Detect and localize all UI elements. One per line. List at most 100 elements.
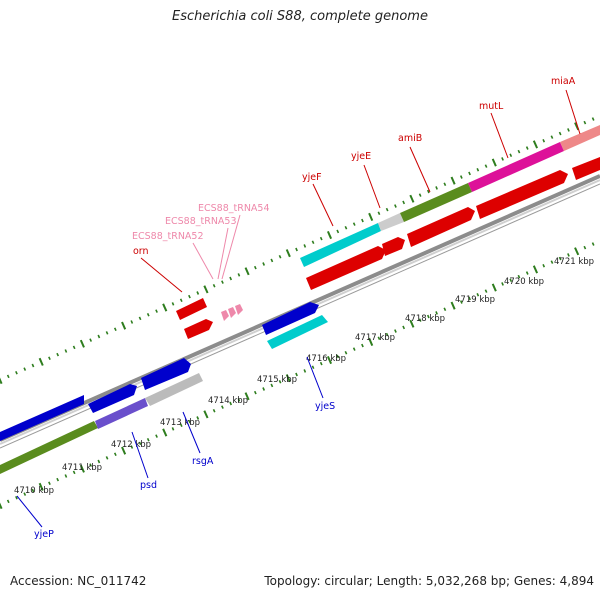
- gene-grey[interactable]: [145, 373, 203, 406]
- gene-red-small[interactable]: [184, 319, 213, 339]
- top-rail-tick: [138, 316, 142, 321]
- gene-red-mutL[interactable]: [476, 170, 568, 219]
- gene-yjeP-forward[interactable]: [0, 395, 84, 441]
- top-rail-tick: [476, 167, 480, 172]
- accession-text: Accession: NC_011742: [10, 574, 147, 588]
- scale-label: 4718 kbp: [405, 314, 445, 324]
- gene-miaA-pink[interactable]: [560, 125, 600, 151]
- top-rail-tick: [212, 283, 216, 288]
- gene-yjeS-blue[interactable]: [262, 302, 319, 335]
- gene-amiB-green[interactable]: [400, 183, 472, 222]
- bottom-rail-tick: [319, 361, 323, 366]
- top-rail-tick: [295, 247, 298, 252]
- scale-label: 4719 kbp: [455, 295, 495, 305]
- leader-line: [490, 112, 509, 159]
- bottom-rail-tick: [550, 260, 554, 264]
- bottom-rail-tick: [459, 300, 463, 304]
- bottom-rail-tick: [409, 319, 415, 328]
- trna-54[interactable]: [221, 310, 229, 321]
- bottom-rail-tick: [476, 292, 480, 297]
- diagram-title: Escherichia coli S88, complete genome: [172, 9, 428, 24]
- top-rail-tick: [319, 236, 323, 241]
- gene-label[interactable]: ECS88_tRNA52: [132, 231, 204, 242]
- leader-line: [182, 411, 201, 454]
- gene-yjeE-grey[interactable]: [378, 213, 404, 231]
- leader-line: [221, 214, 241, 280]
- top-rail-tick: [162, 303, 168, 312]
- gene-label[interactable]: ECS88_tRNA53: [165, 216, 237, 227]
- top-rail-tick: [113, 327, 117, 332]
- scale-label: 4720 kbp: [504, 277, 544, 287]
- bottom-rail-tick: [6, 499, 10, 504]
- bottom-rail-tick: [72, 470, 76, 475]
- top-rail-tick: [542, 138, 546, 143]
- bottom-rail-tick: [212, 408, 216, 413]
- top-rail-tick: [558, 131, 562, 136]
- top-rail-tick: [229, 276, 233, 281]
- bottom-rail-tick: [567, 253, 570, 257]
- bottom-rail-tick: [326, 355, 333, 365]
- top-rail-tick: [203, 285, 209, 294]
- gene-label[interactable]: rsgA: [192, 456, 214, 467]
- gene-red-amiB[interactable]: [407, 207, 475, 247]
- top-rail-tick: [418, 193, 422, 197]
- top-rail-tick: [262, 262, 266, 266]
- bottom-rail-tick: [574, 247, 580, 256]
- gene-yjeF-cyan[interactable]: [300, 223, 381, 267]
- gene-blue-2[interactable]: [88, 384, 137, 413]
- gene-mutL-magenta[interactable]: [468, 142, 564, 192]
- gene-label[interactable]: psd: [140, 480, 157, 491]
- top-rail-tick: [38, 357, 44, 366]
- bottom-rail-tick: [336, 354, 340, 359]
- gene-label[interactable]: yjeE: [351, 151, 371, 162]
- trna-52[interactable]: [235, 304, 243, 315]
- gene-label[interactable]: orn: [133, 246, 149, 257]
- gene-orn[interactable]: [176, 298, 207, 320]
- gene-label[interactable]: miaA: [551, 76, 576, 87]
- gene-label[interactable]: yjeS: [315, 401, 335, 412]
- bottom-rail-tick: [435, 311, 438, 315]
- top-rail-tick: [244, 267, 250, 276]
- gene-red-yjeF[interactable]: [306, 246, 386, 290]
- leader-line: [306, 356, 324, 399]
- top-rail-tick: [6, 374, 10, 379]
- gene-label[interactable]: yjeP: [34, 529, 54, 540]
- top-rail-tick: [121, 321, 127, 330]
- genome-summary-text: Topology: circular; Length: 5,032,268 bp…: [264, 574, 594, 588]
- gene-yjeS-cyan[interactable]: [267, 315, 328, 349]
- top-rail-tick: [15, 370, 18, 375]
- bottom-rail-tick: [113, 452, 117, 457]
- tick-rail-top: [0, 114, 600, 385]
- scale-labels: 4710 kbp 4711 kbp 4712 kbp 4713 kbp 4714 kbp…: [14, 257, 594, 496]
- gene-red-yjeE[interactable]: [382, 237, 405, 256]
- gene-block-green[interactable]: [0, 421, 98, 474]
- bottom-rail-tick: [377, 336, 381, 341]
- trna-53[interactable]: [228, 307, 236, 318]
- gene-label[interactable]: mutL: [479, 101, 504, 112]
- gene-label[interactable]: ECS88_tRNA54: [198, 203, 270, 214]
- gene-psd-purple[interactable]: [95, 398, 148, 429]
- top-rail-tick: [253, 265, 257, 270]
- gene-label[interactable]: yjeF: [302, 172, 322, 183]
- scale-label: 4710 kbp: [14, 486, 54, 496]
- bottom-rail-tick: [361, 343, 364, 348]
- top-rail-tick: [368, 212, 374, 221]
- top-rail-tick: [97, 334, 101, 339]
- bottom-rail-tick: [79, 464, 85, 473]
- top-rail-tick: [459, 175, 463, 179]
- bottom-rail-tick: [402, 325, 406, 330]
- top-rail-tick: [89, 338, 93, 342]
- gene-blue-3[interactable]: [141, 358, 191, 390]
- gene-red-miaA[interactable]: [572, 157, 600, 180]
- gene-label[interactable]: amiB: [398, 133, 422, 144]
- bottom-rail-tick: [203, 410, 209, 419]
- bottom-rail-tick: [591, 242, 595, 246]
- top-rail-tick: [517, 149, 521, 154]
- bottom-rail-tick: [468, 296, 471, 301]
- bottom-rail-tick: [244, 392, 250, 401]
- bottom-rail-tick: [237, 398, 241, 402]
- top-rail-tick: [525, 146, 529, 150]
- bottom-rail-tick: [484, 289, 488, 293]
- top-rail-tick: [567, 128, 570, 132]
